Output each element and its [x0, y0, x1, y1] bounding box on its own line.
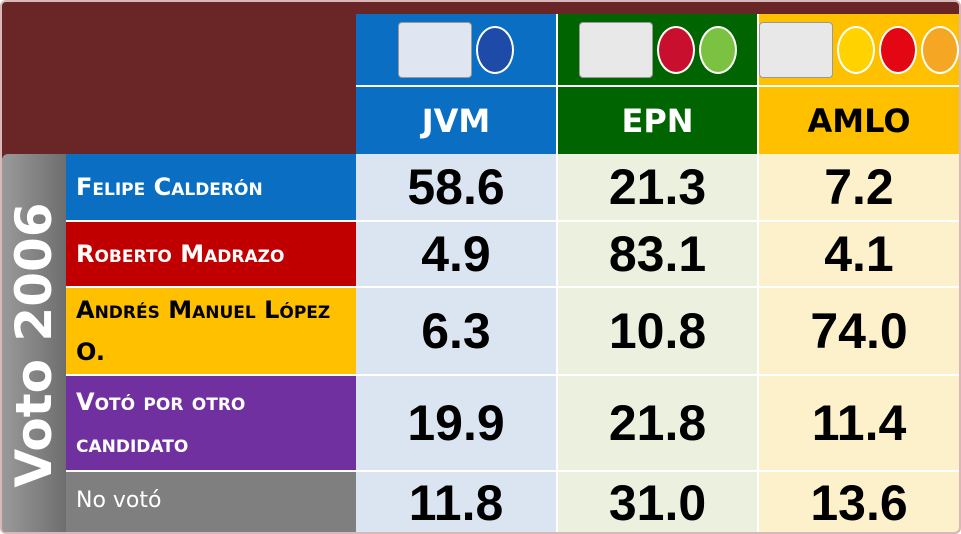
value-cell: 21.3: [558, 154, 759, 222]
row-label: No votó: [66, 472, 356, 534]
value-cell: 4.9: [356, 222, 558, 288]
value-cell: 4.1: [759, 222, 961, 288]
party-emblem: [657, 26, 695, 74]
row-label: Andrés Manuel López O.: [66, 288, 356, 376]
value-cell: 11.4: [759, 376, 961, 472]
column-header: JVM: [356, 87, 558, 154]
candidate-photo: [759, 22, 833, 78]
column-header: EPN: [558, 87, 759, 154]
value-cell: 21.8: [558, 376, 759, 472]
value-cell: 31.0: [558, 472, 759, 534]
party-emblem: [699, 26, 737, 74]
value-cell: 7.2: [759, 154, 961, 222]
column-header: AMLO: [759, 87, 961, 154]
value-cell: 19.9: [356, 376, 558, 472]
party-emblem: [879, 26, 917, 74]
value-cell: 58.6: [356, 154, 558, 222]
value-cell: 83.1: [558, 222, 759, 288]
row-label: Roberto Madrazo: [66, 222, 356, 288]
party-emblem: [476, 26, 514, 74]
side-label: Voto 2006: [5, 202, 63, 487]
value-cell: 6.3: [356, 288, 558, 376]
value-cell: 11.8: [356, 472, 558, 534]
party-emblem: [837, 26, 875, 74]
party-logos: [356, 14, 558, 87]
candidate-photo: [579, 22, 653, 78]
side-strip: Voto 2006: [2, 154, 66, 534]
party-logos: [759, 14, 961, 87]
candidate-photo: [398, 22, 472, 78]
row-label: Votó por otro candidato: [66, 376, 356, 472]
party-emblem: [921, 26, 959, 74]
table-graphic: Voto 2006 JVMEPNAMLOFelipe Calderón58.62…: [0, 0, 961, 534]
party-logos: [558, 14, 759, 87]
row-label: Felipe Calderón: [66, 154, 356, 222]
value-cell: 10.8: [558, 288, 759, 376]
value-cell: 74.0: [759, 288, 961, 376]
value-cell: 13.6: [759, 472, 961, 534]
